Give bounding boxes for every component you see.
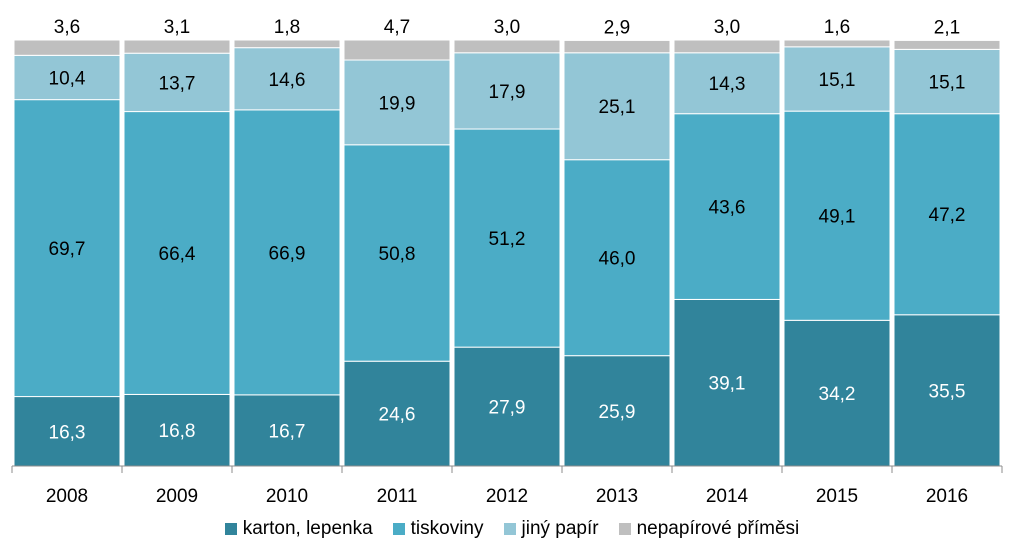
bar-segment-nepapirove-primesi-2010 (233, 39, 341, 49)
bar-segment-tiskoviny-2011 (343, 144, 451, 362)
data-label-jiny-papir-2015: 15,1 (819, 70, 856, 91)
data-label-nepapirove-primesi-2009: 3,1 (164, 17, 190, 38)
legend-label-tiskoviny: tiskoviny (410, 518, 484, 539)
data-label-jiny-papir-2014: 14,3 (709, 74, 746, 95)
bar-segment-tiskoviny-2008 (13, 99, 121, 398)
bar-segment-jiny-papir-2013 (563, 52, 671, 161)
data-label-karton-lepenka-2008: 16,3 (49, 422, 86, 443)
data-label-karton-lepenka-2009: 16,8 (159, 421, 196, 442)
data-label-jiny-papir-2012: 17,9 (489, 82, 526, 103)
legend-swatch-karton-lepenka (224, 523, 237, 535)
bar-segment-nepapirove-primesi-2016 (893, 39, 1001, 50)
data-label-karton-lepenka-2014: 39,1 (709, 374, 746, 395)
data-label-tiskoviny-2009: 66,4 (159, 244, 196, 265)
legend-swatch-jiny-papir (503, 523, 516, 535)
bar-segment-tiskoviny-2009 (123, 111, 231, 395)
x-tick-label-2008: 2008 (46, 486, 88, 507)
data-label-karton-lepenka-2010: 16,7 (269, 421, 306, 442)
x-tick-label-2010: 2010 (266, 486, 308, 507)
data-label-nepapirove-primesi-2013: 2,9 (604, 17, 630, 38)
data-label-tiskoviny-2013: 46,0 (599, 249, 636, 270)
legend-label-jiny-papir: jiný papír (521, 518, 599, 539)
legend-item-tiskoviny: tiskoviny (392, 518, 484, 540)
x-tick-label-2014: 2014 (706, 486, 749, 507)
data-label-karton-lepenka-2015: 34,2 (819, 384, 856, 405)
data-label-jiny-papir-2008: 10,4 (49, 68, 86, 89)
data-label-nepapirove-primesi-2015: 1,6 (824, 17, 850, 38)
data-label-tiskoviny-2015: 49,1 (819, 207, 856, 228)
bar-segment-jiny-papir-2015 (783, 46, 891, 112)
legend-item-karton-lepenka: karton, lepenka (224, 518, 373, 540)
data-label-jiny-papir-2016: 15,1 (929, 73, 966, 94)
bar-segment-tiskoviny-2014 (673, 113, 781, 300)
bar-segment-nepapirove-primesi-2014 (673, 39, 781, 54)
x-tick-label-2013: 2013 (596, 486, 638, 507)
data-label-karton-lepenka-2011: 24,6 (379, 405, 416, 426)
stacked-bar-chart: 16,3 69,7 10,4 3,6 2008 16,8 66,4 13,7 3,1 2009 16… (11, 17, 1003, 507)
bar-segment-tiskoviny-2016 (893, 113, 1001, 316)
legend-label-karton-lepenka: karton, lepenka (242, 518, 373, 539)
bar-segment-jiny-papir-2011 (343, 59, 451, 146)
legend-item-jiny-papir: jiný papír (503, 518, 599, 540)
bar-segment-jiny-papir-2012 (453, 52, 561, 130)
bar-segment-nepapirove-primesi-2012 (453, 39, 561, 54)
legend-swatch-tiskoviny (392, 523, 405, 535)
bar-segment-nepapirove-primesi-2009 (123, 39, 231, 54)
data-label-tiskoviny-2016: 47,2 (929, 205, 966, 226)
data-label-karton-lepenka-2016: 35,5 (929, 381, 966, 402)
x-tick-label-2009: 2009 (156, 486, 198, 507)
x-tick-label-2016: 2016 (926, 486, 968, 507)
bar-segment-nepapirove-primesi-2013 (563, 39, 671, 54)
data-label-jiny-papir-2010: 14,6 (269, 70, 306, 91)
data-label-nepapirove-primesi-2012: 3,0 (494, 17, 520, 38)
bar-segment-karton-lepenka-2016 (893, 314, 1001, 467)
bar-segment-jiny-papir-2009 (123, 52, 231, 113)
bar-segment-nepapirove-primesi-2011 (343, 39, 451, 61)
legend-item-nepapirove-primesi: nepapírové příměsi (618, 518, 800, 540)
data-label-nepapirove-primesi-2010: 1,8 (274, 17, 300, 38)
bar-segment-karton-lepenka-2012 (453, 346, 561, 467)
data-label-jiny-papir-2009: 13,7 (159, 73, 196, 94)
bar-segment-tiskoviny-2010 (233, 109, 341, 396)
data-label-nepapirove-primesi-2016: 2,1 (934, 17, 960, 38)
data-label-nepapirove-primesi-2011: 4,7 (384, 17, 410, 38)
legend-label-nepapirove-primesi: nepapírové příměsi (636, 518, 800, 539)
bar-segment-tiskoviny-2015 (783, 110, 891, 321)
data-label-tiskoviny-2014: 43,6 (709, 198, 746, 219)
data-label-karton-lepenka-2013: 25,9 (599, 402, 636, 423)
bar-segment-karton-lepenka-2011 (343, 360, 451, 467)
bar-segment-nepapirove-primesi-2008 (13, 39, 121, 56)
bar-segment-tiskoviny-2013 (563, 159, 671, 357)
legend-swatch-nepapirove-primesi (618, 523, 631, 535)
data-label-karton-lepenka-2012: 27,9 (489, 398, 526, 419)
bar-segment-karton-lepenka-2013 (563, 355, 671, 467)
data-label-tiskoviny-2011: 50,8 (379, 244, 416, 265)
data-label-jiny-papir-2013: 25,1 (599, 97, 636, 118)
data-label-nepapirove-primesi-2008: 3,6 (54, 17, 80, 38)
x-tick-label-2012: 2012 (486, 486, 528, 507)
x-tick-label-2011: 2011 (377, 486, 418, 507)
x-tick-label-2015: 2015 (816, 486, 858, 507)
data-label-nepapirove-primesi-2014: 3,0 (714, 17, 740, 38)
bar-segment-jiny-papir-2014 (673, 52, 781, 115)
bar-segment-jiny-papir-2010 (233, 47, 341, 111)
bar-segment-karton-lepenka-2008 (13, 396, 121, 467)
legend: karton, lepenka tiskoviny jiný papír nep… (0, 514, 1024, 544)
bar-segment-nepapirove-primesi-2015 (783, 39, 891, 48)
data-label-tiskoviny-2008: 69,7 (49, 239, 86, 260)
bar-segment-karton-lepenka-2014 (673, 298, 781, 467)
bar-segment-karton-lepenka-2009 (123, 393, 231, 467)
data-label-jiny-papir-2011: 19,9 (379, 93, 416, 114)
bar-segment-jiny-papir-2016 (893, 48, 1001, 115)
data-label-tiskoviny-2010: 66,9 (269, 243, 306, 264)
data-label-tiskoviny-2012: 51,2 (489, 229, 526, 250)
